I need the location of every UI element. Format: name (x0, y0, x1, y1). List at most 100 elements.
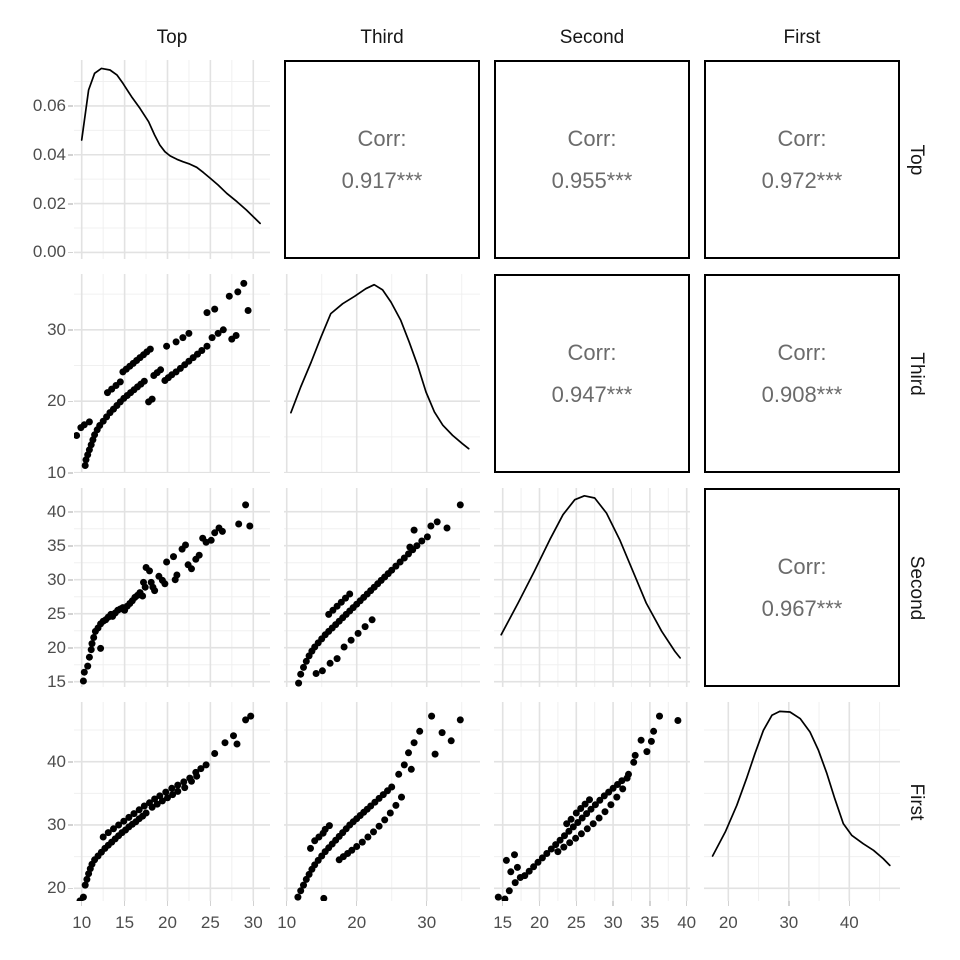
panel-scatter-top-vs-third (74, 274, 270, 473)
corr-label: Corr: (357, 125, 407, 151)
row-strip-first: First (906, 783, 927, 820)
corr-panel-third-first: Corr: 0.908*** (704, 274, 900, 473)
y-axis-tick (68, 154, 73, 156)
y-tick-label: 10 (47, 462, 66, 482)
y-axis-tick (68, 887, 73, 890)
panel-scatter-top-vs-second (74, 488, 270, 687)
y-tick-label: 30 (47, 319, 66, 339)
x-axis-tick (501, 901, 504, 906)
x-axis-tick (788, 901, 790, 906)
panel-scatter-second-vs-first (494, 702, 690, 901)
x-tick-label: 20 (158, 913, 177, 932)
x-axis-tick (649, 901, 651, 906)
y-tick-label: 35 (47, 535, 66, 555)
x-tick-label: 10 (277, 913, 297, 932)
y-tick-label: 40 (47, 751, 66, 771)
x-tick-label: 30 (603, 913, 623, 932)
y-tick-label: 30 (47, 569, 66, 589)
x-axis-tick (425, 901, 428, 906)
corr-value: 0.967*** (761, 595, 843, 621)
x-axis-tick (252, 901, 255, 906)
panel-density-first (704, 702, 900, 901)
row-strip-second: Second (906, 555, 927, 620)
y-tick-label: 30 (47, 814, 66, 834)
y-axis-tick (68, 105, 73, 107)
y-axis-tick (68, 681, 73, 683)
y-axis-tick (68, 203, 73, 205)
x-tick-label: 20 (718, 913, 738, 932)
corr-panel-top-second: Corr: 0.955*** (494, 60, 690, 259)
x-axis-tick (575, 901, 578, 906)
corr-label: Corr: (567, 125, 617, 151)
x-tick-label: 20 (530, 913, 549, 932)
x-axis-tick (123, 901, 126, 906)
x-axis-tick (166, 901, 169, 906)
x-axis-tick (612, 901, 614, 906)
y-tick-label: 0.02 (32, 193, 66, 213)
row-strip-third: Third (906, 351, 927, 396)
y-tick-label: 20 (47, 637, 66, 657)
x-tick-label: 20 (347, 913, 367, 932)
x-tick-label: 25 (566, 913, 586, 932)
corr-panel-second-first: Corr: 0.967*** (704, 488, 900, 687)
y-axis-tick (68, 761, 73, 763)
y-axis-tick (68, 511, 73, 513)
corr-label: Corr: (777, 553, 827, 579)
x-tick-label: 25 (200, 913, 220, 932)
y-tick-label: 15 (47, 671, 66, 691)
y-tick-label: 0.06 (32, 95, 66, 115)
y-tick-label: 0.00 (32, 242, 66, 262)
corr-value: 0.917*** (341, 167, 423, 193)
y-tick-label: 0.04 (32, 144, 66, 164)
x-axis-tick (685, 901, 688, 906)
x-tick-label: 30 (779, 913, 799, 932)
corr-panel-third-second: Corr: 0.947*** (494, 274, 690, 473)
corr-label: Corr: (777, 339, 827, 365)
corr-value: 0.908*** (761, 381, 843, 407)
panel-scatter-third-vs-first (284, 702, 480, 901)
panel-density-top (74, 60, 270, 259)
column-title-first: First (783, 27, 821, 48)
y-tick-label: 20 (47, 878, 66, 898)
x-tick-label: 30 (243, 913, 263, 932)
y-axis-tick (68, 472, 73, 474)
y-axis-tick (68, 329, 73, 331)
column-title-second: Second (559, 27, 625, 48)
x-tick-label: 40 (677, 913, 697, 932)
panel-density-third (284, 274, 480, 473)
y-axis-tick (68, 824, 73, 826)
x-axis-tick (355, 901, 358, 906)
x-tick-label: 15 (115, 913, 135, 932)
x-axis-tick (209, 901, 212, 906)
x-axis-tick (285, 901, 288, 906)
panel-scatter-third-vs-second (284, 488, 480, 687)
corr-panel-top-first: Corr: 0.972*** (704, 60, 900, 259)
y-axis-tick (68, 579, 73, 581)
corr-label: Corr: (567, 339, 617, 365)
y-tick-label: 40 (47, 501, 66, 521)
x-axis-tick (848, 901, 851, 906)
y-tick-label: 25 (47, 603, 66, 623)
x-axis-tick (80, 901, 83, 906)
y-axis-tick (68, 545, 73, 547)
y-tick-label: 20 (47, 391, 66, 411)
y-axis-tick (68, 647, 73, 649)
corr-value: 0.947*** (551, 381, 633, 407)
corr-value: 0.955*** (551, 167, 633, 193)
y-axis-tick (68, 400, 73, 403)
y-axis-tick (68, 251, 73, 254)
x-tick-label: 40 (839, 913, 859, 932)
x-axis-tick (538, 901, 541, 906)
x-tick-label: 35 (640, 913, 660, 932)
panel-scatter-top-vs-first (74, 702, 270, 901)
x-axis-tick (727, 901, 730, 906)
corr-label: Corr: (777, 125, 827, 151)
corr-panel-top-third: Corr: 0.917*** (284, 60, 480, 259)
y-axis-tick (68, 613, 73, 615)
x-tick-label: 30 (417, 913, 437, 932)
row-strip-top: Top (906, 144, 927, 175)
column-title-top: Top (156, 27, 188, 48)
corr-value: 0.972*** (761, 167, 843, 193)
panel-density-second (494, 488, 690, 687)
